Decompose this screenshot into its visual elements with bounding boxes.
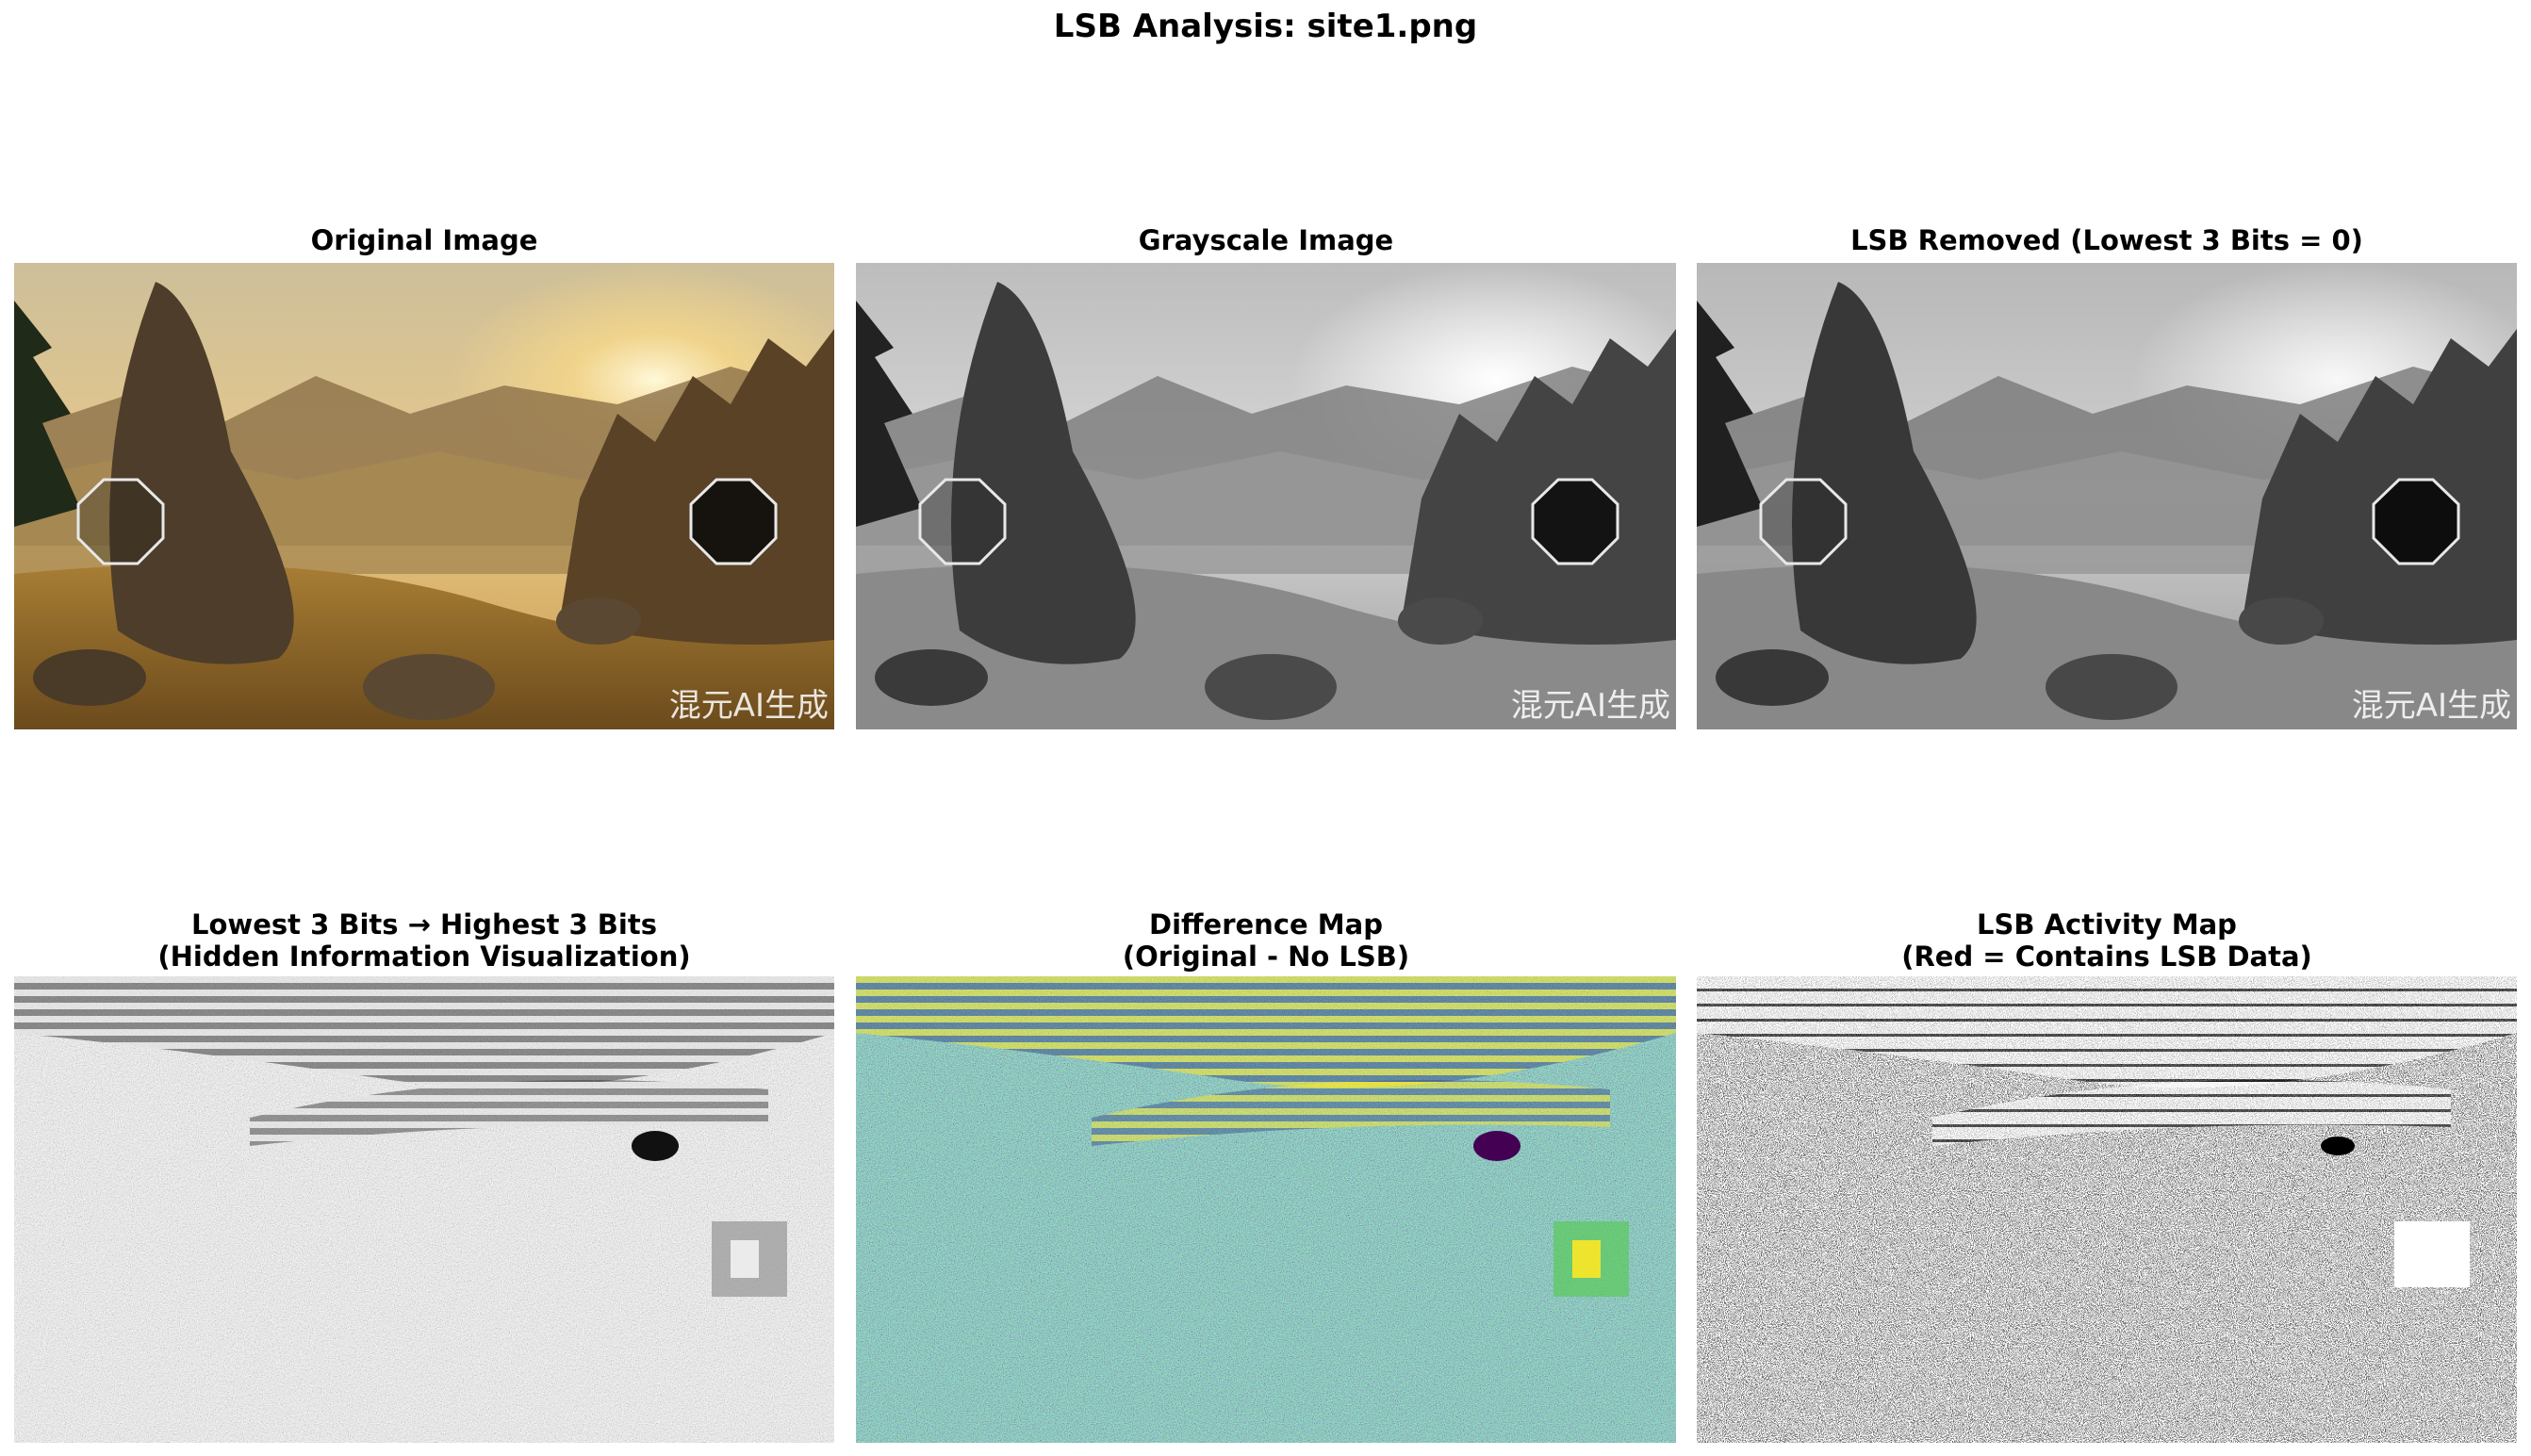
grayscale-landscape-image: [856, 263, 1676, 729]
activity-map-image: [1697, 976, 2517, 1443]
original-landscape-image: [14, 263, 834, 729]
bits-shifted-title-line2: (Hidden Information Visualization): [157, 941, 691, 973]
lsb-removed-title: LSB Removed (Lowest 3 Bits = 0): [1850, 224, 2363, 256]
grayscale-image-panel: 混元AI生成: [856, 263, 1676, 729]
activity-map-title-line2: (Red = Contains LSB Data): [1901, 941, 2312, 973]
difference-map-title-line2: (Original - No LSB): [1122, 941, 1410, 973]
grayscale-image-title: Grayscale Image: [1138, 224, 1394, 256]
bits-shifted-title: Lowest 3 Bits → Highest 3 Bits (Hidden I…: [14, 908, 834, 973]
activity-map-panel: [1697, 976, 2517, 1443]
lsb-removed-landscape-image: [1697, 263, 2517, 729]
ai-watermark: 混元AI生成: [1510, 687, 1670, 725]
ai-watermark: 混元AI生成: [2351, 687, 2511, 725]
original-image-title: Original Image: [310, 224, 538, 256]
difference-map-panel: [856, 976, 1676, 1443]
lsb-removed-panel: 混元AI生成: [1697, 263, 2517, 729]
difference-map-title: Difference Map (Original - No LSB): [856, 908, 1676, 973]
original-image-panel: 混元AI生成: [14, 263, 834, 729]
bits-shifted-panel: [14, 976, 834, 1443]
ai-watermark: 混元AI生成: [668, 687, 829, 725]
bits-shifted-noise-image: [14, 976, 834, 1443]
bits-shifted-title-line1: Lowest 3 Bits → Highest 3 Bits: [191, 908, 657, 941]
difference-map-title-line1: Difference Map: [1149, 908, 1383, 941]
difference-map-image: [856, 976, 1676, 1443]
activity-map-title: LSB Activity Map (Red = Contains LSB Dat…: [1697, 908, 2517, 973]
figure-title: LSB Analysis: site1.png: [1053, 8, 1478, 45]
activity-map-title-line1: LSB Activity Map: [1977, 908, 2237, 941]
